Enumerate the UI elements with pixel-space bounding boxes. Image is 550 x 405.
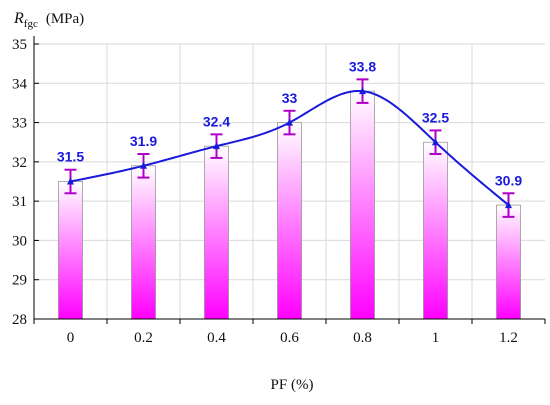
data-label-0.6: 33: [282, 90, 298, 106]
data-label-1.2: 30.9: [495, 172, 522, 188]
data-point-marker: [432, 138, 439, 146]
y-tick-label-33: 33: [12, 116, 27, 132]
x-tick-label-0.6: 0.6: [280, 330, 299, 346]
axes: [33, 36, 546, 324]
y-tick-label-31: 31: [12, 194, 27, 210]
tick-labels: 28 29 30 31 32 33 34 35 0 0.2 0.4 0.6 0.8 1 1.2: [12, 37, 518, 346]
x-tick-label-0.8: 0.8: [353, 330, 372, 346]
bar-1.2: [496, 204, 521, 320]
data-point-marker: [140, 161, 147, 169]
y-tick-label-30: 30: [12, 233, 27, 249]
bar-0.6: [277, 122, 302, 320]
x-axis-title: PF (%): [271, 377, 314, 393]
data-point-marker: [505, 201, 512, 209]
bar-0.4: [204, 145, 229, 320]
y-tick-label-28: 28: [12, 312, 27, 328]
error-bar-1.2: [502, 192, 515, 218]
x-tick-label-0.4: 0.4: [207, 330, 226, 346]
data-point-marker: [286, 118, 293, 126]
error-bar-1: [429, 129, 442, 155]
y-tick-label-32: 32: [12, 155, 27, 171]
data-labels: 31.5 31.9 32.4 33 33.8 32.5 30.9: [57, 58, 522, 188]
y-tick-label-35: 35: [12, 37, 27, 53]
data-label-0.8: 33.8: [349, 58, 376, 74]
error-bars: [64, 78, 515, 218]
data-point-marker: [213, 142, 220, 150]
error-bar-0: [64, 168, 77, 195]
data-point-marker: [359, 87, 366, 95]
data-label-0.2: 31.9: [130, 133, 157, 149]
y-tick-label-34: 34: [12, 76, 28, 92]
data-label-0.4: 32.4: [203, 113, 230, 129]
data-point-marker: [67, 177, 74, 185]
bar-1: [423, 141, 448, 320]
y-tick-label-29: 29: [12, 273, 27, 289]
y-axis-title: Rfgc (MPa): [13, 10, 84, 30]
error-bar-0.6: [283, 109, 296, 136]
error-bar-0.4: [210, 133, 223, 159]
error-bar-0.2: [137, 153, 150, 179]
x-tick-label-0.2: 0.2: [134, 330, 153, 346]
x-tick-label-0: 0: [67, 330, 75, 346]
x-tick-label-1: 1: [432, 330, 440, 346]
bar-0.8: [350, 90, 375, 320]
data-label-1: 32.5: [422, 109, 449, 125]
x-tick-label-1.2: 1.2: [499, 330, 518, 346]
bar-0.2: [131, 165, 156, 320]
bars: [58, 90, 521, 320]
data-label-0: 31.5: [57, 149, 84, 165]
bar-0: [58, 181, 83, 320]
error-bar-0.8: [356, 78, 369, 104]
